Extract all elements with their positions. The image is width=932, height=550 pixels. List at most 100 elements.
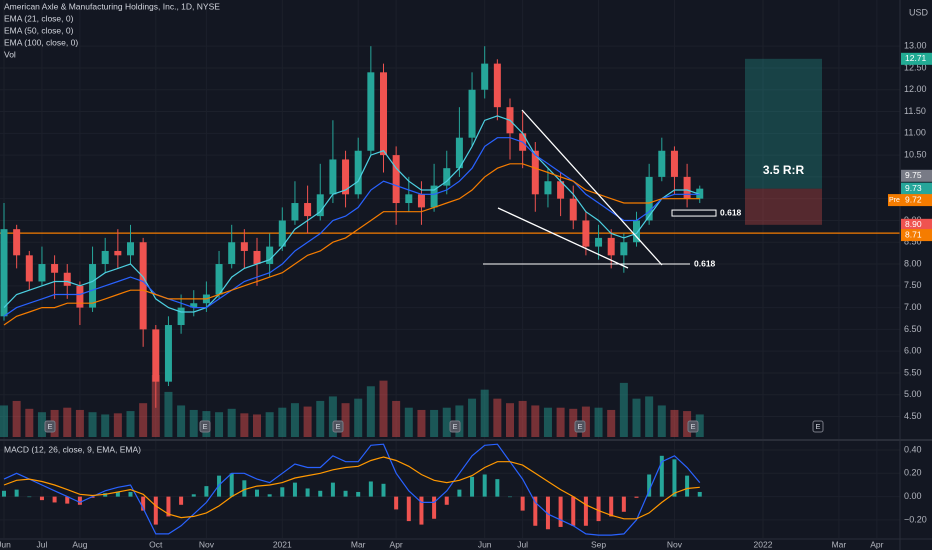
earnings-icon (687, 420, 699, 433)
volume-bar (253, 414, 261, 437)
candle-body (177, 307, 185, 326)
volume-bar (645, 396, 654, 437)
candle-body (190, 303, 198, 308)
volume-bar (278, 407, 287, 437)
volume-bar (695, 414, 704, 437)
x-tick-label: Nov (667, 539, 683, 549)
candle-body (354, 150, 362, 195)
earnings-label: E (47, 422, 52, 431)
volume-bar (670, 409, 679, 437)
volume-bar (531, 405, 540, 437)
macd-histogram-bar (191, 494, 196, 497)
candle-body (367, 72, 375, 151)
y-tick-label: 6.00 (904, 346, 922, 356)
x-tick-label: Jul (517, 539, 528, 549)
earnings-label: E (335, 422, 340, 431)
macd-histogram-bar (508, 496, 512, 498)
candle-body (291, 203, 299, 221)
earnings-icon (44, 420, 56, 433)
y2-tick-label: 0.20 (904, 468, 922, 478)
candle-body (228, 242, 236, 265)
rr-label: 3.5 R:R (763, 163, 805, 177)
y2-tick-label: 0.40 (904, 444, 922, 454)
volume-bar (543, 407, 552, 437)
price-tag (901, 218, 932, 231)
x-tick-label: 2021 (273, 539, 292, 549)
volume-bar (126, 411, 135, 437)
macd-histogram-bar (115, 491, 120, 497)
volume-bar (468, 398, 477, 437)
candle-body (468, 89, 476, 138)
pre-label: Pre (889, 197, 900, 204)
price-tag-label: 8.71 (905, 229, 922, 239)
macd-histogram-bar (621, 496, 626, 512)
x-tick-label: 2022 (754, 539, 773, 549)
macd-histogram-bar (394, 496, 399, 510)
volume-bar (392, 400, 401, 437)
macd-histogram-bar (229, 473, 234, 497)
x-tick-label: Mar (832, 539, 847, 549)
price-tag-label: 8.90 (905, 219, 922, 229)
candle-body (240, 242, 248, 251)
candle-body (25, 255, 33, 282)
volume-bar (493, 398, 502, 437)
macd-histogram-bar (571, 496, 576, 526)
volume-bar (25, 408, 34, 437)
fib-label: 0.618 (720, 207, 742, 217)
x-tick-label: Apr (870, 539, 883, 549)
y-tick-label: 11.50 (904, 106, 926, 116)
macd-histogram-bar (368, 481, 373, 497)
x-tick-label: Aug (72, 539, 87, 549)
candle-body (633, 220, 640, 243)
macd-histogram-bar (14, 489, 19, 497)
wedge-line (497, 207, 629, 269)
volume-bar (328, 396, 337, 437)
volume-bar (341, 403, 350, 437)
marks (0, 46, 900, 536)
earnings-icon (812, 420, 824, 433)
x-tick-label: Apr (390, 539, 403, 549)
macd-histogram-bar (267, 494, 272, 497)
candle-body (278, 220, 286, 247)
earnings-label: E (202, 422, 207, 431)
macd-histogram-bar (444, 496, 449, 505)
candle-body (493, 63, 501, 108)
x-tick-label: Sep (591, 539, 606, 549)
macd-histogram-bar (280, 487, 285, 497)
candle-body (557, 181, 565, 199)
y2-tick-label: −0.20 (904, 514, 927, 524)
candle-body (544, 181, 552, 195)
y-tick-label: 13.00 (904, 41, 927, 51)
candle-body (380, 72, 387, 156)
macd-histogram-bar (305, 488, 310, 497)
volume-bar (215, 412, 224, 437)
macd-title: MACD (12, 26, close, 9, EMA, EMA) (4, 444, 141, 454)
macd-histogram-bar (179, 496, 184, 505)
volume-bar (290, 403, 299, 437)
price-tag (901, 182, 932, 195)
macd-histogram-bar (318, 490, 323, 497)
macd-histogram-bar (141, 496, 146, 511)
candle-body (266, 246, 274, 265)
volume-bar (75, 409, 84, 437)
price-tag (901, 194, 932, 207)
candle-body (342, 159, 350, 195)
candle-body (127, 242, 134, 256)
candle-body (595, 237, 603, 247)
x-tick-label: Oct (149, 539, 163, 549)
volume-bar (632, 398, 641, 437)
macd-line (3, 443, 701, 536)
y-tick-label: 12.00 (904, 84, 927, 94)
macd-histogram-bar (153, 496, 158, 525)
profit-zone (745, 58, 822, 189)
candle-body (670, 150, 678, 177)
legend-entry: EMA (21, close, 0) (4, 13, 74, 23)
candle-body (455, 137, 463, 169)
candle-body (51, 264, 59, 273)
macd-histogram-bar (482, 474, 487, 497)
macd-histogram-bar (545, 496, 550, 530)
earnings-label: E (452, 422, 457, 431)
volume-bar (303, 406, 312, 437)
volume-bar (556, 407, 565, 437)
y-tick-label: 4.50 (904, 411, 922, 421)
